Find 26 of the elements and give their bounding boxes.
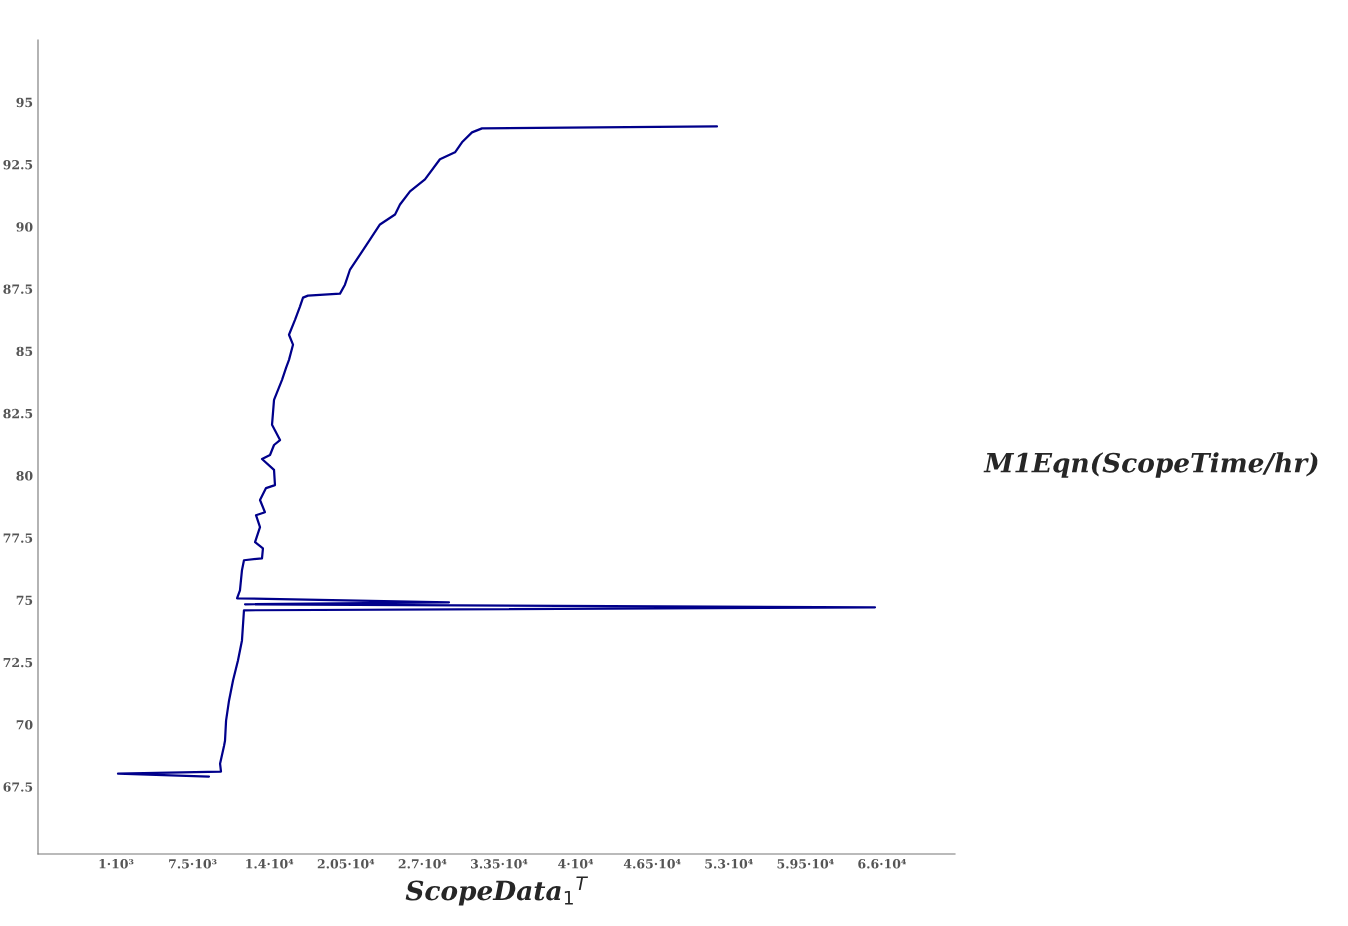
y-axis-title: M1Eqn(ScopeTime/hr) bbox=[983, 452, 1318, 478]
y-tick-label: 75 bbox=[16, 595, 33, 606]
y-tick-label: 90 bbox=[16, 222, 33, 232]
y-tick-label: 87.5 bbox=[3, 284, 33, 294]
x-tick-label: 4·10⁴ bbox=[558, 859, 594, 869]
x-tick-label: 1·10³ bbox=[99, 859, 134, 869]
x-tick-label: 2.05·10⁴ bbox=[317, 859, 375, 869]
x-tick-label: 4.65·10⁴ bbox=[623, 859, 681, 869]
x-tick-label: 7.5·10³ bbox=[169, 859, 217, 869]
x-tick-label: 5.3·10⁴ bbox=[705, 859, 753, 869]
x-axis-title: ScopeData$_{1}$$^{T}$ bbox=[405, 876, 589, 906]
y-tick-label: 80 bbox=[16, 471, 33, 481]
x-tick-label: 6.6·10⁴ bbox=[858, 859, 906, 869]
y-tick-label: 70 bbox=[16, 720, 33, 730]
x-tick-label: 3.35·10⁴ bbox=[471, 859, 528, 869]
line-series bbox=[116, 125, 877, 778]
x-tick-label: 2.7·10⁴ bbox=[398, 859, 447, 869]
y-tick-label: 95 bbox=[16, 97, 33, 108]
y-tick-label: 92.5 bbox=[3, 159, 33, 170]
y-tick-label: 77.5 bbox=[3, 533, 33, 543]
y-tick-label: 82.5 bbox=[3, 408, 33, 419]
x-tick-label: 5.95·10⁴ bbox=[777, 859, 834, 869]
y-tick-label: 67.5 bbox=[3, 782, 33, 792]
x-tick-label: 1.4·10⁴ bbox=[246, 859, 294, 869]
y-tick-label: 85 bbox=[16, 346, 33, 357]
y-tick-label: 72.5 bbox=[3, 657, 33, 668]
